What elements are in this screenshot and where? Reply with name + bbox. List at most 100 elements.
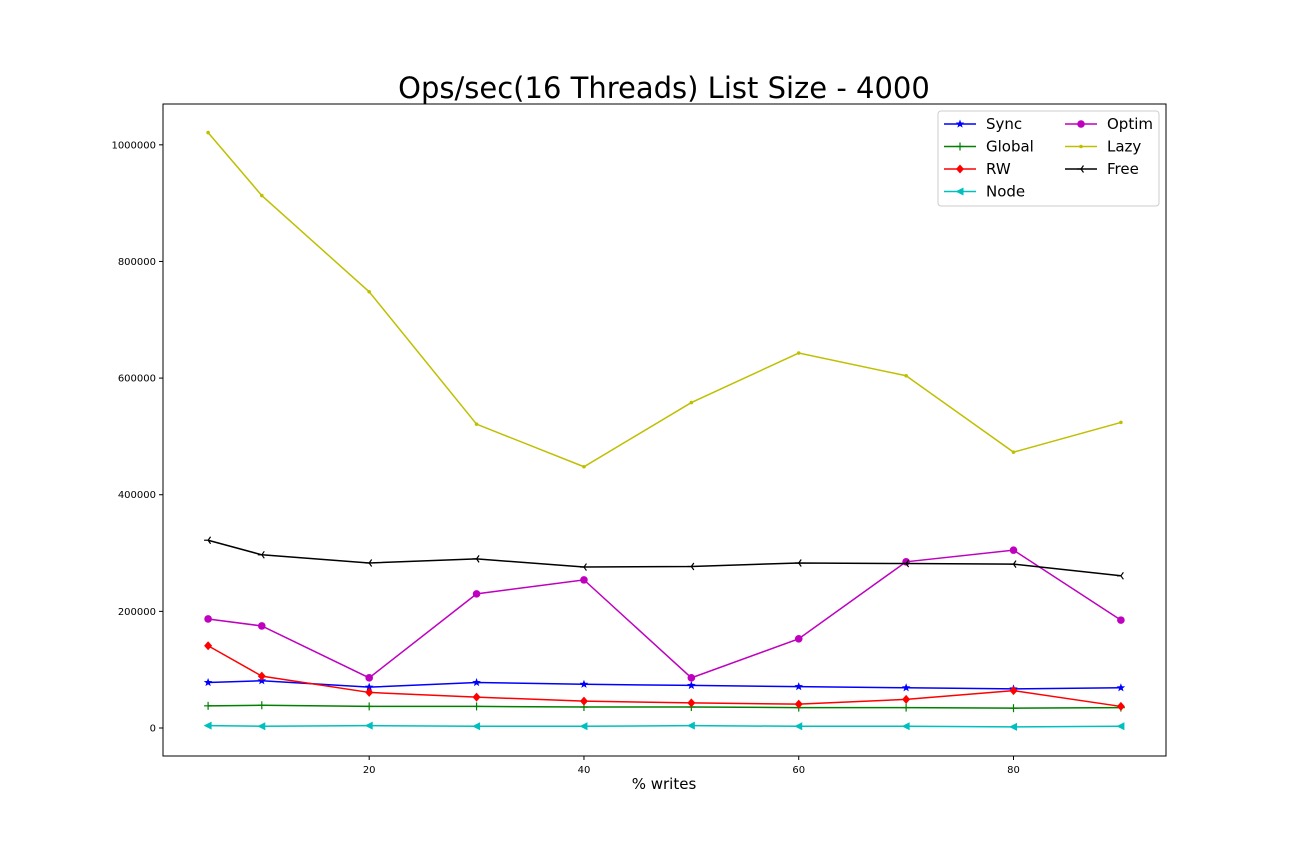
x-axis-label: % writes xyxy=(632,775,697,793)
series-rw xyxy=(204,641,1125,711)
data-point-free xyxy=(365,559,373,567)
legend-item-rw: RW xyxy=(944,160,1011,178)
data-point-free xyxy=(1116,571,1124,580)
series-lazy xyxy=(206,130,1123,469)
legend-item-sync: Sync xyxy=(944,115,1022,133)
data-point-lazy xyxy=(259,193,264,198)
data-point-free xyxy=(257,550,265,559)
x-tick-label: 80 xyxy=(1007,765,1020,776)
legend-marker-sync xyxy=(955,119,965,128)
legend: Sync Global RW Node Optim Lazy Free xyxy=(937,110,1160,207)
legend-box xyxy=(937,110,1160,207)
y-tick-label: 600000 xyxy=(118,374,156,385)
data-point-free xyxy=(687,562,695,571)
data-point-optim xyxy=(204,615,212,623)
data-point-node xyxy=(472,722,481,731)
series-line-free xyxy=(207,539,1121,577)
series-optim xyxy=(204,546,1125,682)
data-point-optim xyxy=(1009,546,1018,554)
data-point-lazy xyxy=(689,400,694,405)
data-point-global xyxy=(472,702,481,711)
data-point-lazy xyxy=(796,351,801,355)
data-point-rw xyxy=(687,698,696,708)
data-point-sync xyxy=(794,682,804,691)
data-point-optim xyxy=(580,576,588,584)
data-point-rw xyxy=(204,641,213,651)
data-point-free xyxy=(579,563,587,571)
data-point-optim xyxy=(794,634,803,643)
data-point-rw xyxy=(579,696,588,706)
data-point-global xyxy=(365,702,374,711)
series-line-node xyxy=(208,724,1121,728)
legend-item-free: Free xyxy=(1065,160,1139,178)
series-free xyxy=(204,536,1124,580)
data-point-lazy xyxy=(367,289,371,294)
data-point-node xyxy=(686,721,695,730)
data-point-optim xyxy=(365,674,373,682)
data-point-global xyxy=(902,703,911,712)
data-point-optim xyxy=(687,674,696,682)
data-point-node xyxy=(1116,722,1125,731)
series-line-optim xyxy=(208,549,1122,679)
data-point-rw xyxy=(472,692,481,702)
x-tick-label: 60 xyxy=(792,765,805,776)
series-line-lazy xyxy=(207,132,1122,468)
data-point-optim xyxy=(1117,616,1125,624)
data-point-rw xyxy=(794,699,803,709)
legend-label: Sync xyxy=(986,115,1022,133)
data-point-rw xyxy=(1116,701,1125,711)
data-point-free xyxy=(794,559,802,567)
data-point-global xyxy=(257,701,266,710)
series-line-sync xyxy=(208,680,1121,690)
legend-marker-lazy xyxy=(1079,144,1083,149)
legend-marker-optim xyxy=(1077,120,1085,128)
data-point-sync xyxy=(203,678,213,687)
legend-marker-node xyxy=(955,187,964,196)
data-point-node xyxy=(579,722,588,731)
series-sync xyxy=(203,676,1126,693)
legend-label: Global xyxy=(986,138,1034,156)
y-tick-label: 400000 xyxy=(118,490,156,501)
data-point-free xyxy=(204,536,212,545)
legend-label: RW xyxy=(986,160,1011,178)
legend-item-global: Global xyxy=(944,138,1034,156)
data-point-optim xyxy=(257,622,266,630)
data-point-rw xyxy=(257,671,266,681)
data-point-node xyxy=(1009,722,1018,731)
data-point-lazy xyxy=(1011,450,1016,454)
legend-label: Optim xyxy=(1107,115,1153,133)
plot-frame xyxy=(162,103,1167,757)
chart-title: Ops/sec(16 Threads) List Size - 4000 xyxy=(398,71,930,105)
data-point-sync xyxy=(472,678,481,687)
data-point-lazy xyxy=(474,422,479,426)
data-point-free xyxy=(1009,560,1017,568)
legend-label: Lazy xyxy=(1107,138,1141,156)
legend-label: Free xyxy=(1107,160,1139,178)
data-point-lazy xyxy=(582,464,586,469)
data-point-sync xyxy=(1116,683,1126,692)
x-tick-label: 40 xyxy=(578,765,591,776)
data-point-node xyxy=(257,722,266,731)
data-point-global xyxy=(1009,704,1018,713)
legend-item-node: Node xyxy=(944,183,1025,201)
legend-marker-free xyxy=(1077,165,1084,173)
data-point-sync xyxy=(901,683,911,692)
data-point-rw xyxy=(365,687,374,697)
series-line-rw xyxy=(207,645,1122,708)
data-point-lazy xyxy=(1119,420,1123,425)
data-point-node xyxy=(901,722,910,731)
legend-marker-global xyxy=(956,142,964,151)
data-point-optim xyxy=(472,590,481,598)
data-point-rw xyxy=(1009,686,1018,696)
legend-item-optim: Optim xyxy=(1065,115,1153,133)
data-point-sync xyxy=(364,682,374,691)
legend-item-lazy: Lazy xyxy=(1065,138,1141,156)
data-point-sync xyxy=(579,679,589,688)
y-tick-label: 1000000 xyxy=(111,140,156,151)
y-tick-label: 200000 xyxy=(118,607,156,618)
data-point-global xyxy=(204,701,213,710)
data-point-lazy xyxy=(904,373,908,378)
y-tick-label: 0 xyxy=(150,724,156,735)
data-point-node xyxy=(794,722,803,731)
